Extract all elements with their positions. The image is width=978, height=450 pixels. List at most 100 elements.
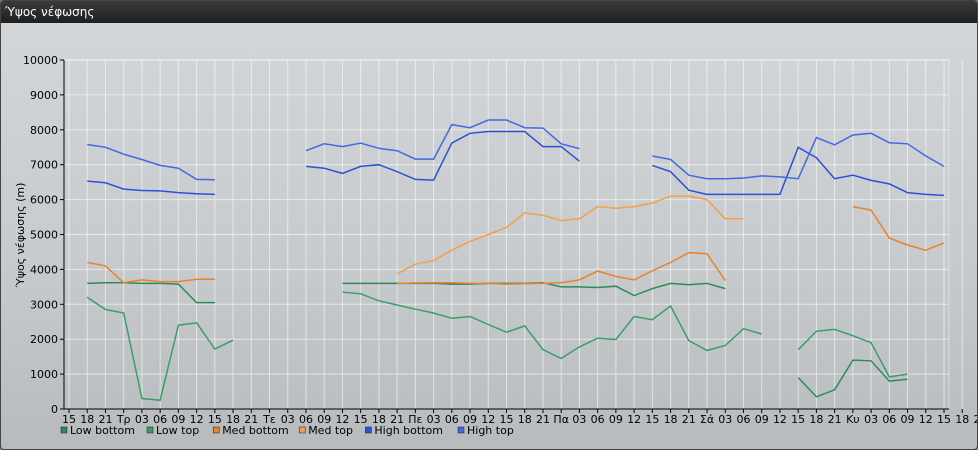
- x-tick-label: 09: [901, 413, 915, 426]
- x-tick-label: Τε: [262, 413, 276, 426]
- x-tick-label: 18: [809, 413, 823, 426]
- y-tick-label: 10000: [23, 54, 58, 67]
- y-tick-label: 9000: [30, 89, 58, 102]
- x-tick-label: 03: [864, 413, 878, 426]
- x-tick-label: Πε: [408, 413, 422, 426]
- legend-entry[interactable]: High top: [467, 424, 514, 437]
- x-tick-label: 06: [299, 413, 313, 426]
- x-tick-label: 15: [354, 413, 368, 426]
- series-line-low-bottom: [87, 281, 215, 304]
- x-tick-label: 12: [773, 413, 787, 426]
- series-line-med-bottom: [852, 205, 945, 251]
- x-tick-label: Κυ: [846, 413, 860, 426]
- series-lines: [86, 119, 945, 402]
- y-tick-label: 4000: [30, 263, 58, 276]
- x-tick-label: Τρ: [116, 413, 131, 426]
- x-tick-label: 15: [62, 413, 76, 426]
- series-line-med-bottom: [87, 261, 215, 284]
- x-tick-label: 03: [427, 413, 441, 426]
- legend-swatch: [60, 426, 68, 434]
- x-tick-label: 21: [973, 413, 977, 426]
- y-tick-label: 2000: [30, 333, 58, 346]
- x-tick-label: 03: [718, 413, 732, 426]
- x-tick-label: 09: [171, 413, 185, 426]
- y-tick-label: 8000: [30, 124, 58, 137]
- series-line-high-top: [652, 132, 945, 180]
- x-tick-label: 06: [591, 413, 605, 426]
- series-line-high-bottom: [652, 146, 945, 197]
- legend-entry[interactable]: High bottom: [374, 424, 443, 437]
- y-tick-label: 1000: [30, 368, 58, 381]
- x-tick-label: Σά: [700, 413, 714, 426]
- x-tick-label: 09: [317, 413, 331, 426]
- legend: Low bottom Low top Med bottom Med top High b…: [60, 424, 514, 437]
- window-title-bar: Ύψος νέφωσης: [1, 1, 977, 23]
- x-tick-label: 21: [828, 413, 842, 426]
- x-tick-label: 12: [627, 413, 641, 426]
- series-line-low-top: [342, 291, 762, 360]
- x-tick-label: 18: [518, 413, 532, 426]
- x-tick-label: 12: [335, 413, 349, 426]
- series-line-low-top: [86, 296, 234, 402]
- y-tick-label: 5000: [30, 229, 58, 242]
- x-tick-label: 21: [98, 413, 112, 426]
- x-tick-label: 21: [536, 413, 550, 426]
- x-tick-label: 12: [190, 413, 204, 426]
- series-line-low-bottom: [797, 359, 908, 398]
- x-tick-label: 12: [919, 413, 933, 426]
- legend-swatch: [298, 426, 306, 434]
- legend-entry[interactable]: Med bottom: [222, 424, 289, 437]
- x-tick-label: 09: [463, 413, 477, 426]
- x-tick-label: Πα: [553, 413, 569, 426]
- x-tick-label: 06: [736, 413, 750, 426]
- legend-entry[interactable]: Low bottom: [70, 424, 135, 437]
- x-tick-label: 18: [372, 413, 386, 426]
- y-axis-label: Ύψος νέφωσης (m): [14, 183, 27, 289]
- y-tick-label: 3000: [30, 298, 58, 311]
- x-tick-label: 03: [281, 413, 295, 426]
- y-tick-label: 6000: [30, 194, 58, 207]
- x-tick-label: 06: [153, 413, 167, 426]
- series-line-high-bottom: [305, 130, 580, 181]
- x-tick-label: 03: [572, 413, 586, 426]
- series-line-med-bottom: [397, 251, 726, 285]
- x-tick-label: 18: [955, 413, 969, 426]
- x-axis-ticks: 15 18 21 Τρ 03 06 09 12 15 18 21 Τε 03 06 09 12 15 18 21 Πε…: [62, 409, 977, 426]
- x-tick-label: 15: [208, 413, 222, 426]
- legend-entry[interactable]: Low top: [156, 424, 199, 437]
- x-tick-label: 18: [664, 413, 678, 426]
- series-line-high-bottom: [87, 180, 215, 196]
- window-title: Ύψος νέφωσης: [5, 5, 95, 19]
- series-line-low-bottom: [342, 281, 726, 297]
- x-tick-label: 09: [609, 413, 623, 426]
- x-tick-label: 18: [226, 413, 240, 426]
- series-line-med-top: [396, 195, 744, 275]
- legend-swatch: [146, 426, 154, 434]
- x-tick-label: 03: [135, 413, 149, 426]
- x-tick-label: 21: [682, 413, 696, 426]
- x-tick-label: 15: [937, 413, 951, 426]
- legend-swatch: [365, 426, 372, 434]
- legend-swatch: [457, 426, 465, 434]
- series-line-low-top: [797, 328, 908, 378]
- x-tick-label: 12: [481, 413, 495, 426]
- x-tick-label: 18: [80, 413, 94, 426]
- series-line-high-top: [305, 119, 580, 160]
- x-tick-label: 21: [390, 413, 404, 426]
- y-axis-ticks: 0 1000 2000 3000 4000 5000 6000 7000 8000 9000 100…: [23, 54, 64, 416]
- y-tick-label: 0: [51, 403, 58, 416]
- x-tick-label: 21: [244, 413, 258, 426]
- x-tick-label: 06: [882, 413, 896, 426]
- legend-entry[interactable]: Med top: [308, 424, 353, 437]
- y-tick-label: 7000: [30, 159, 58, 172]
- x-tick-label: 09: [755, 413, 769, 426]
- x-tick-label: 15: [500, 413, 514, 426]
- x-tick-label: 06: [445, 413, 459, 426]
- grid-lines: [64, 59, 963, 410]
- series-line-high-top: [87, 143, 215, 181]
- cloud-height-chart: 0 1000 2000 3000 4000 5000 6000 7000 8000 9000 100…: [14, 54, 977, 437]
- legend-swatch: [212, 426, 220, 434]
- x-tick-label: 15: [791, 413, 805, 426]
- x-tick-label: 15: [645, 413, 659, 426]
